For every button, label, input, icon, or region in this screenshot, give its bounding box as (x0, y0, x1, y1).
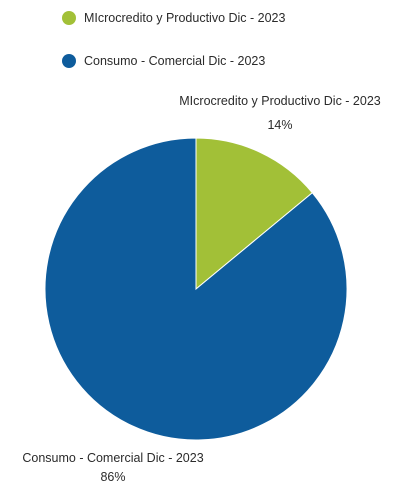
slice-label-microcredito: MIcrocredito y Productivo Dic - 2023 (179, 94, 381, 108)
slice-value-microcredito: 14% (267, 118, 292, 132)
pie-slice-microcredito[interactable] (195, 137, 314, 291)
legend-swatch-consumo (62, 54, 76, 68)
slice-label-consumo: Consumo - Comercial Dic - 2023 (22, 451, 203, 465)
pie-slices (44, 137, 348, 441)
legend-label-consumo: Consumo - Comercial Dic - 2023 (84, 54, 266, 68)
legend-label-microcredito: MIcrocredito y Productivo Dic - 2023 (84, 11, 286, 25)
pie-slice-consumo[interactable] (44, 137, 348, 441)
legend-item-consumo[interactable]: Consumo - Comercial Dic - 2023 (62, 51, 285, 71)
chart-legend: MIcrocredito y Productivo Dic - 2023 Con… (62, 8, 285, 94)
slice-value-consumo: 86% (100, 470, 125, 483)
legend-swatch-microcredito (62, 11, 76, 25)
legend-item-microcredito[interactable]: MIcrocredito y Productivo Dic - 2023 (62, 8, 285, 28)
